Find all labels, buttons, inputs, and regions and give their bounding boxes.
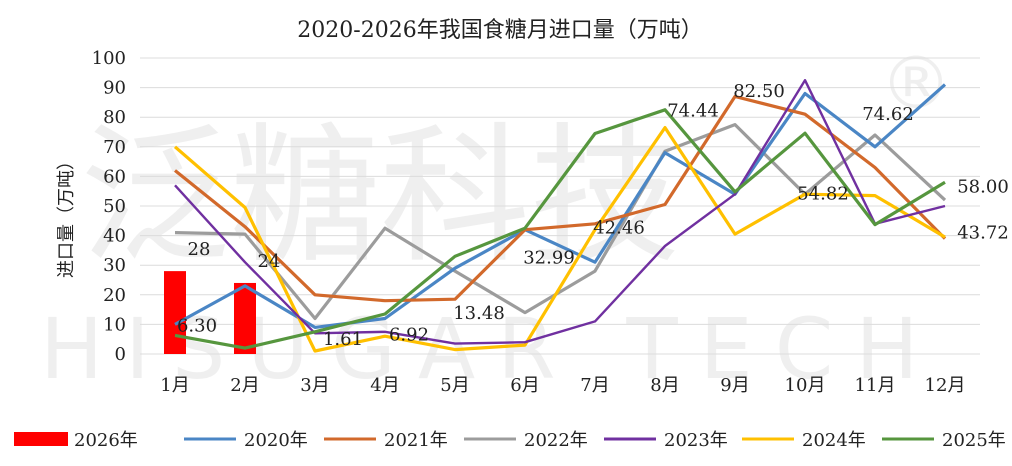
data-label: 74.44 (667, 101, 719, 122)
y-axis-label: 进口量（万吨） (56, 152, 77, 278)
grid-lines (140, 57, 980, 355)
x-tick-label: 4月 (370, 375, 399, 396)
legend-label: 2021年 (384, 430, 448, 451)
x-tick-label: 2月 (230, 375, 259, 396)
data-label: 6.92 (389, 325, 429, 346)
y-tick-label: 70 (103, 137, 126, 158)
y-tick-label: 50 (103, 196, 126, 217)
series-line-2021 (173, 94, 947, 303)
data-labels: 28 24 6.30 1.61 6.92 13.48 32.99 42.46 74.44 82.5… (177, 81, 1009, 350)
data-label: 58.00 (957, 176, 1009, 197)
series-lines (173, 78, 947, 353)
y-tick-label: 10 (103, 314, 126, 335)
data-label: 1.61 (323, 329, 363, 350)
x-tick-label: 3月 (300, 375, 329, 396)
legend: 2026年 2020年 2021年 2022年 2023年 2024年 2025年 (14, 430, 1006, 451)
chart-title: 2020-2026年我国食糖月进口量（万吨） (297, 18, 702, 43)
y-axis-ticks: 0 10 20 30 40 50 60 70 80 90 100 (92, 48, 126, 365)
data-label: 24 (258, 251, 281, 272)
x-tick-label: 6月 (510, 375, 539, 396)
bar-2026 (164, 271, 186, 354)
data-label: 32.99 (523, 247, 575, 268)
data-label: 54.82 (797, 184, 849, 205)
legend-label: 2026年 (74, 430, 138, 451)
y-tick-label: 90 (103, 78, 126, 99)
y-tick-label: 80 (103, 107, 126, 128)
data-label: 6.30 (177, 315, 217, 336)
y-tick-label: 40 (103, 226, 126, 247)
y-tick-label: 30 (103, 255, 126, 276)
x-tick-label: 5月 (440, 375, 469, 396)
y-tick-label: 20 (103, 285, 126, 306)
y-tick-label: 0 (115, 344, 126, 365)
watermark-cn: 泛糖科技 (80, 110, 680, 284)
series-line-2024 (173, 125, 946, 353)
x-tick-label: 7月 (580, 375, 609, 396)
x-tick-label: 10月 (785, 375, 826, 396)
y-tick-label: 100 (92, 48, 126, 69)
data-label: 13.48 (453, 303, 505, 324)
data-label: 74.62 (862, 104, 914, 125)
data-label: 82.50 (733, 81, 785, 102)
data-label: 43.72 (957, 223, 1009, 244)
legend-label: 2024年 (802, 430, 866, 451)
data-label: 28 (188, 239, 211, 260)
data-label: 42.46 (593, 217, 645, 238)
series-line-2023 (174, 78, 946, 345)
legend-label: 2022年 (524, 430, 588, 451)
bar-2026 (234, 282, 256, 354)
legend-label: 2023年 (664, 430, 728, 451)
series-line-2025 (174, 108, 946, 350)
x-tick-label: 11月 (855, 375, 896, 396)
series-line-2022 (174, 122, 947, 321)
x-axis-ticks: 1月 2月 3月 4月 5月 6月 7月 8月 9月 10月 11月 12月 (160, 375, 965, 396)
bars-2026 (164, 271, 256, 354)
x-tick-label: 12月 (925, 375, 966, 396)
y-tick-label: 60 (103, 166, 126, 187)
x-tick-label: 9月 (720, 375, 749, 396)
legend-label: 2025年 (942, 430, 1006, 451)
x-tick-label: 8月 (650, 375, 679, 396)
x-tick-label: 1月 (160, 375, 189, 396)
legend-label: 2020年 (244, 430, 308, 451)
legend-swatch-2026 (14, 432, 68, 446)
